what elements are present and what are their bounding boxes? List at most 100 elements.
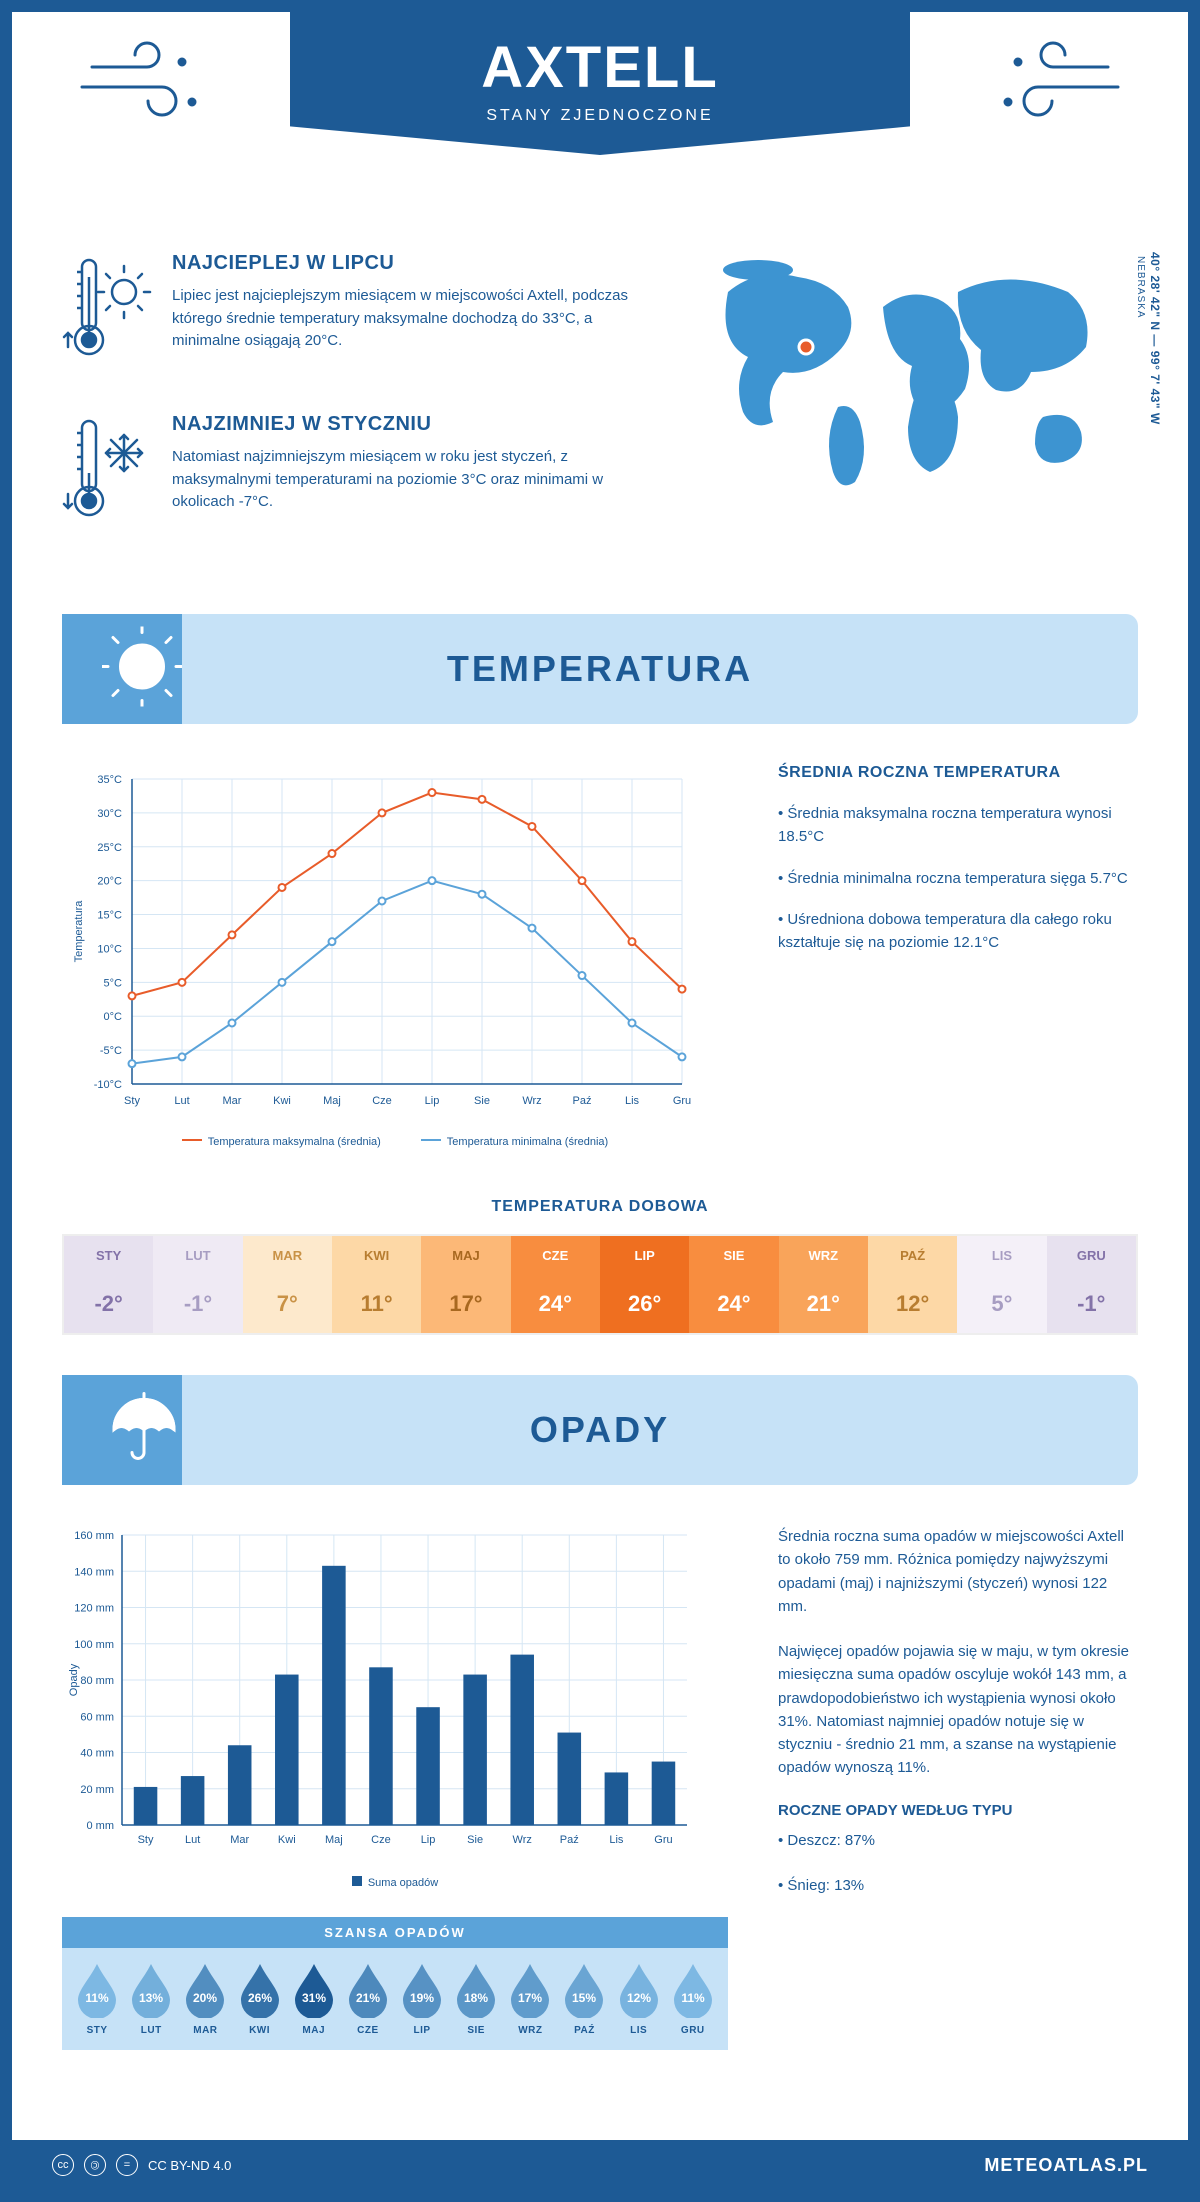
precip-p2: Najwięcej opadów pojawia się w maju, w t… <box>778 1640 1138 1780</box>
chart-legend: Suma opadów <box>62 1877 728 1889</box>
svg-text:Sty: Sty <box>138 1834 154 1846</box>
svg-text:20°C: 20°C <box>97 876 122 888</box>
chance-drop: 15% PAŹ <box>560 1962 608 2036</box>
svg-text:Lut: Lut <box>174 1095 189 1107</box>
svg-text:13%: 13% <box>139 1991 163 2005</box>
wind-icon <box>988 32 1128 137</box>
fact-cold-text: Natomiast najzimniejszym miesiącem w rok… <box>172 446 658 514</box>
svg-text:Lip: Lip <box>421 1834 436 1846</box>
city-title: AXTELL <box>290 34 910 101</box>
chance-drop: 26% KWI <box>236 1962 284 2036</box>
svg-text:Lip: Lip <box>425 1095 440 1107</box>
nd-icon: = <box>116 2154 138 2176</box>
daily-temp-cell: WRZ 21° <box>779 1236 868 1333</box>
header: AXTELL STANY ZJEDNOCZONE <box>62 12 1138 212</box>
chart-legend: Temperatura maksymalna (średnia)Temperat… <box>62 1136 728 1148</box>
svg-text:-5°C: -5°C <box>100 1045 122 1057</box>
svg-text:Kwi: Kwi <box>278 1834 296 1846</box>
thermometer-snow-icon <box>62 413 152 538</box>
svg-text:Gru: Gru <box>673 1095 691 1107</box>
svg-text:120 mm: 120 mm <box>74 1603 114 1615</box>
svg-text:11%: 11% <box>681 1991 705 2005</box>
fact-hot-title: NAJCIEPLEJ W LIPCU <box>172 252 658 275</box>
summary-title: ŚREDNIA ROCZNA TEMPERATURA <box>778 764 1138 782</box>
by-icon: 🄯 <box>84 2154 106 2176</box>
daily-temp-table: STY -2°LUT -1°MAR 7°KWI 11°MAJ 17°CZE 24… <box>62 1234 1138 1335</box>
fact-hot-text: Lipiec jest najcieplejszym miesiącem w m… <box>172 285 658 353</box>
svg-text:11%: 11% <box>85 1991 109 2005</box>
precip-type-title: ROCZNE OPADY WEDŁUG TYPU <box>778 1802 1138 1819</box>
state-label: NEBRASKA <box>1135 256 1146 318</box>
svg-text:19%: 19% <box>410 1991 434 2005</box>
chance-drop: 18% SIE <box>452 1962 500 2036</box>
umbrella-icon <box>102 1388 182 1473</box>
svg-text:Paź: Paź <box>573 1095 592 1107</box>
section-header-precipitation: OPADY <box>62 1375 1138 1485</box>
svg-text:100 mm: 100 mm <box>74 1639 114 1651</box>
license-text: CC BY-ND 4.0 <box>148 2158 231 2173</box>
daily-temp-cell: KWI 11° <box>332 1236 421 1333</box>
svg-text:12%: 12% <box>627 1991 651 2005</box>
summary-p3: • Uśredniona dobowa temperatura dla całe… <box>778 908 1138 955</box>
section-title: TEMPERATURA <box>447 648 753 690</box>
svg-text:Cze: Cze <box>372 1095 392 1107</box>
svg-text:Lut: Lut <box>185 1834 200 1846</box>
thermometer-sun-icon <box>62 252 152 377</box>
temperature-summary: ŚREDNIA ROCZNA TEMPERATURA • Średnia mak… <box>778 764 1138 1148</box>
fact-coldest: NAJZIMNIEJ W STYCZNIU Natomiast najzimni… <box>62 413 658 538</box>
svg-text:0°C: 0°C <box>104 1011 123 1023</box>
daily-temp-title: TEMPERATURA DOBOWA <box>62 1198 1138 1216</box>
chance-drop: 11% STY <box>73 1962 121 2036</box>
svg-text:Sie: Sie <box>467 1834 483 1846</box>
svg-text:18%: 18% <box>464 1991 488 2005</box>
title-banner: AXTELL STANY ZJEDNOCZONE <box>290 12 910 155</box>
world-map: NEBRASKA 40° 28' 42" N — 99° 7' 43" W <box>698 252 1138 574</box>
chance-drop: 21% CZE <box>344 1962 392 2036</box>
sun-icon <box>102 627 182 712</box>
svg-text:160 mm: 160 mm <box>74 1530 114 1542</box>
svg-text:Lis: Lis <box>609 1834 624 1846</box>
svg-text:60 mm: 60 mm <box>80 1711 114 1723</box>
fact-hottest: NAJCIEPLEJ W LIPCU Lipiec jest najcieple… <box>62 252 658 377</box>
svg-text:15°C: 15°C <box>97 910 122 922</box>
svg-text:15%: 15% <box>572 1991 596 2005</box>
precip-rain: • Deszcz: 87% <box>778 1829 1138 1852</box>
svg-text:0 mm: 0 mm <box>87 1820 115 1832</box>
section-title: OPADY <box>530 1409 670 1451</box>
svg-text:25°C: 25°C <box>97 842 122 854</box>
fact-cold-title: NAJZIMNIEJ W STYCZNIU <box>172 413 658 436</box>
summary-p2: • Średnia minimalna roczna temperatura s… <box>778 867 1138 890</box>
coordinates: 40° 28' 42" N — 99° 7' 43" W <box>1148 252 1162 425</box>
precipitation-chance-box: SZANSA OPADÓW 11% STY 13% LUT 20% MAR 26… <box>62 1917 728 2050</box>
svg-text:21%: 21% <box>356 1991 380 2005</box>
svg-text:Paź: Paź <box>560 1834 579 1846</box>
svg-text:Maj: Maj <box>323 1095 341 1107</box>
svg-text:Gru: Gru <box>654 1834 672 1846</box>
temperature-line-chart: -10°C-5°C0°C5°C10°C15°C20°C25°C30°C35°CS… <box>62 764 728 1124</box>
daily-temp-cell: STY -2° <box>64 1236 153 1333</box>
svg-text:26%: 26% <box>248 1991 272 2005</box>
svg-text:20 mm: 20 mm <box>80 1784 114 1796</box>
daily-temp-cell: CZE 24° <box>511 1236 600 1333</box>
chance-drop: 20% MAR <box>181 1962 229 2036</box>
country-subtitle: STANY ZJEDNOCZONE <box>290 107 910 125</box>
chance-drop: 13% LUT <box>127 1962 175 2036</box>
svg-text:Opady: Opady <box>68 1663 80 1696</box>
svg-text:Mar: Mar <box>230 1834 249 1846</box>
svg-text:Temperatura: Temperatura <box>73 900 85 963</box>
chance-drop: 17% WRZ <box>506 1962 554 2036</box>
svg-text:31%: 31% <box>302 1991 326 2005</box>
svg-text:Kwi: Kwi <box>273 1095 291 1107</box>
svg-text:Sie: Sie <box>474 1095 490 1107</box>
precipitation-bar-chart: 0 mm20 mm40 mm60 mm80 mm100 mm120 mm140 … <box>62 1525 728 1865</box>
summary-p1: • Średnia maksymalna roczna temperatura … <box>778 802 1138 849</box>
section-header-temperature: TEMPERATURA <box>62 614 1138 724</box>
chance-drop: 19% LIP <box>398 1962 446 2036</box>
precipitation-summary: Średnia roczna suma opadów w miejscowośc… <box>778 1525 1138 2050</box>
daily-temp-cell: GRU -1° <box>1047 1236 1136 1333</box>
wind-icon <box>72 32 212 137</box>
precip-snow: • Śnieg: 13% <box>778 1874 1138 1897</box>
daily-temp-cell: LUT -1° <box>153 1236 242 1333</box>
svg-text:40 mm: 40 mm <box>80 1748 114 1760</box>
daily-temp-cell: PAŹ 12° <box>868 1236 957 1333</box>
